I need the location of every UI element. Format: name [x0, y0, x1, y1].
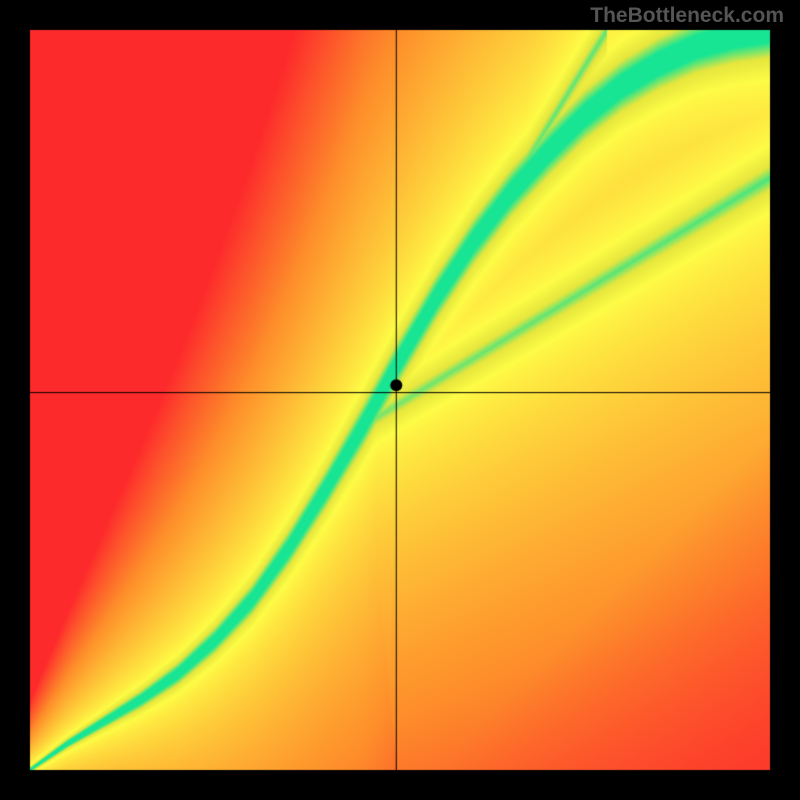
watermark-text: TheBottleneck.com [590, 4, 784, 28]
chart-container: TheBottleneck.com [0, 0, 800, 800]
heatmap-canvas [0, 0, 800, 800]
